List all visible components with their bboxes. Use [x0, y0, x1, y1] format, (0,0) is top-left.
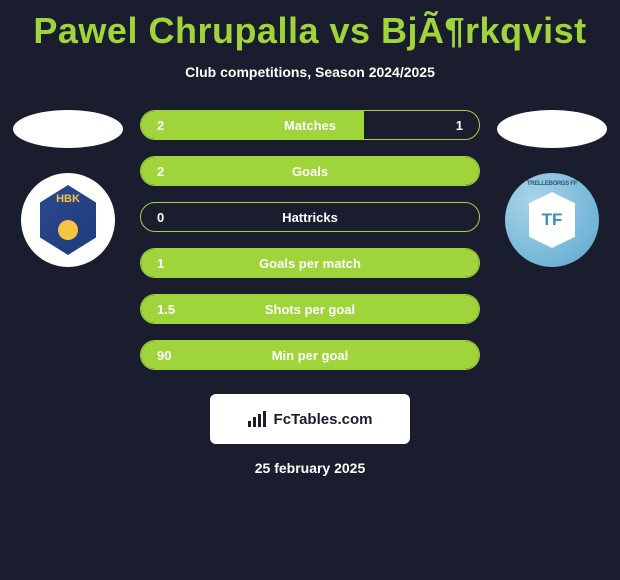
stat-row: 0 Hattricks: [140, 202, 480, 232]
stat-label: Goals: [292, 164, 328, 179]
right-club-badge: TRELLEBORGS FF TF: [505, 173, 599, 267]
stat-row: 1.5 Shots per goal: [140, 294, 480, 324]
right-badge-shield: TF: [529, 192, 575, 248]
stat-left-value: 2: [157, 164, 164, 179]
stat-label: Min per goal: [272, 348, 349, 363]
stat-row: 1 Goals per match: [140, 248, 480, 278]
brand-chart-icon: [248, 411, 268, 427]
footer-date: 25 february 2025: [0, 460, 620, 476]
right-side: TRELLEBORGS FF TF: [492, 110, 612, 267]
right-player-ellipse: [497, 110, 607, 148]
left-side: HBK: [8, 110, 128, 267]
brand-badge: FcTables.com: [210, 394, 410, 444]
stat-left-value: 2: [157, 118, 164, 133]
stat-left-value: 0: [157, 210, 164, 225]
right-badge-ring-text: TRELLEBORGS FF: [527, 181, 577, 187]
stat-label: Hattricks: [282, 210, 338, 225]
stat-row: 90 Min per goal: [140, 340, 480, 370]
stat-row: 2 Goals: [140, 156, 480, 186]
stat-label: Goals per match: [259, 256, 361, 271]
left-badge-ball-icon: [58, 220, 78, 240]
page-title: Pawel Chrupalla vs BjÃ¶rkqvist: [0, 0, 620, 52]
stat-rows: 2 Matches 1 2 Goals 0 Hattricks 1 Goals per matc…: [140, 110, 480, 386]
left-player-ellipse: [13, 110, 123, 148]
comparison-content: HBK 2 Matches 1 2 Goals 0 Hattricks 1 Goals per …: [0, 110, 620, 386]
left-badge-shield: HBK: [40, 185, 96, 255]
stat-right-value: 1: [456, 118, 463, 133]
right-badge-text: TF: [542, 210, 563, 230]
left-club-badge: HBK: [21, 173, 115, 267]
stat-label: Matches: [284, 118, 336, 133]
stat-label: Shots per goal: [265, 302, 355, 317]
stat-row: 2 Matches 1: [140, 110, 480, 140]
brand-text: FcTables.com: [274, 411, 373, 428]
left-badge-text: HBK: [56, 193, 80, 205]
stat-left-value: 1.5: [157, 302, 175, 317]
subtitle: Club competitions, Season 2024/2025: [0, 64, 620, 80]
stat-left-value: 1: [157, 256, 164, 271]
stat-left-value: 90: [157, 348, 171, 363]
